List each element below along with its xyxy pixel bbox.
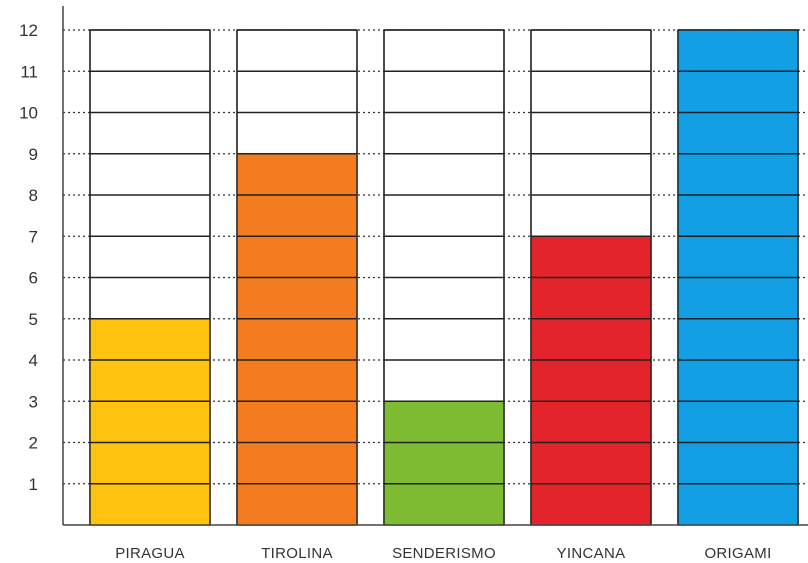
y-tick-label: 9 [29, 145, 38, 164]
bar [237, 153, 357, 525]
x-tick-label: ORIGAMI [704, 545, 771, 562]
bar [531, 236, 651, 525]
x-tick-label: TIROLINA [261, 545, 333, 562]
y-tick-label: 4 [29, 351, 38, 370]
y-tick-label: 6 [29, 269, 38, 288]
y-tick-label: 12 [19, 21, 38, 40]
bar-group [89, 29, 211, 526]
y-tick-label: 5 [29, 310, 38, 329]
x-axis-labels: PIRAGUA TIROLINA SENDERISMO YINCANA ORIGAMI [115, 545, 771, 562]
bar [90, 318, 210, 525]
x-tick-label: SENDERISMO [392, 545, 496, 562]
bar-group [236, 29, 358, 526]
y-tick-label: 10 [19, 104, 38, 123]
bar-columns [89, 29, 799, 526]
bar-group [530, 29, 652, 526]
y-tick-label: 11 [20, 62, 38, 81]
x-tick-label: PIRAGUA [115, 545, 185, 562]
bar-group [383, 29, 505, 526]
y-tick-label: 3 [29, 392, 38, 411]
bar-group [677, 29, 799, 526]
y-tick-label: 1 [29, 475, 38, 494]
y-tick-label: 8 [29, 186, 38, 205]
y-tick-label: 2 [29, 434, 38, 453]
y-tick-label: 7 [29, 227, 38, 246]
bar [384, 401, 504, 525]
x-tick-label: YINCANA [557, 545, 626, 562]
